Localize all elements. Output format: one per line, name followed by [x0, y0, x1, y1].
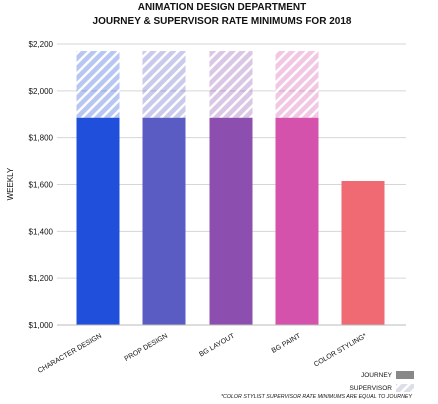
- bar-supervisor: [76, 51, 120, 118]
- chart-title-line1: ANIMATION DESIGN DEPARTMENT: [138, 2, 307, 13]
- y-axis-label: WEEKLY: [6, 167, 15, 200]
- legend: JOURNEY SUPERVISOR: [349, 371, 414, 392]
- y-tick-label: $1,200: [29, 274, 54, 283]
- y-tick-label: $2,000: [29, 87, 54, 96]
- y-tick-label: $1,800: [29, 134, 54, 143]
- y-tick-label: $1,400: [29, 227, 54, 236]
- legend-label: SUPERVISOR: [349, 385, 392, 392]
- x-tick-label: COLOR STYLING*: [313, 333, 368, 369]
- bar-journey: [275, 117, 319, 325]
- y-tick-label: $1,000: [29, 321, 54, 330]
- footnote: *COLOR STYLIST SUPERVISOR RATE MINIMUMS …: [221, 394, 412, 400]
- bar-supervisor: [209, 51, 253, 118]
- y-tick-label: $1,600: [29, 181, 54, 190]
- x-tick-label: BG LAYOUT: [198, 332, 236, 358]
- bar-journey: [209, 117, 253, 325]
- bar-journey: [76, 117, 120, 325]
- x-tick-label: CHARACTER DESIGN: [37, 333, 103, 375]
- bars: [76, 51, 385, 325]
- x-tick-label: BG PAINT: [271, 332, 303, 355]
- x-tick-labels: CHARACTER DESIGN PROP DESIGN BG LAYOUT BG P…: [37, 332, 368, 375]
- y-tick-labels: $1,000 $1,200 $1,400 $1,600 $1,800 $2,000 $2,2…: [29, 40, 54, 330]
- legend-swatch: [396, 371, 414, 379]
- bar-supervisor: [275, 51, 319, 118]
- y-tick-label: $2,200: [29, 40, 54, 49]
- legend-swatch: [396, 384, 414, 392]
- x-tick-label: PROP DESIGN: [123, 333, 169, 363]
- legend-label: JOURNEY: [361, 372, 393, 379]
- bar-journey: [142, 117, 186, 325]
- chart-title-line2: JOURNEY & SUPERVISOR RATE MINIMUMS FOR 2…: [93, 16, 352, 27]
- bar-journey: [341, 180, 385, 325]
- bar-supervisor: [142, 51, 186, 118]
